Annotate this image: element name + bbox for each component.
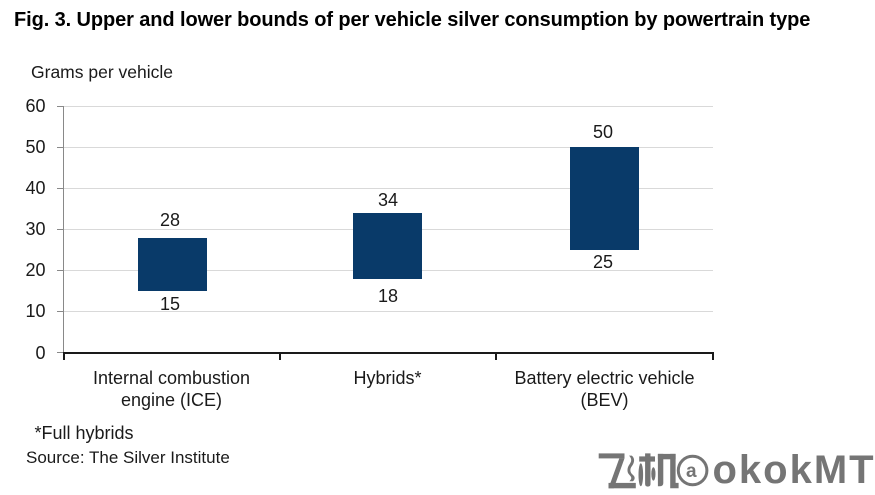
svg-text:a: a	[686, 461, 697, 482]
svg-text:okokMT: okokMT	[713, 448, 875, 490]
